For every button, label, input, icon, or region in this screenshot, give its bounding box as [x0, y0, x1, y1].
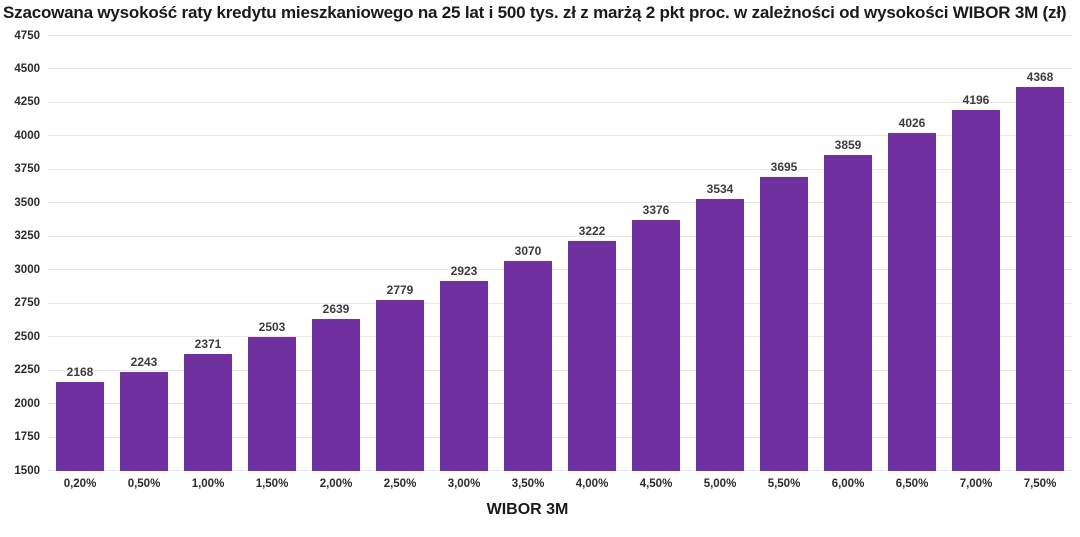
x-tick-label: 2,50%: [383, 478, 417, 490]
bar-value-label: 3222: [578, 223, 606, 238]
y-tick-label: 1750: [14, 430, 40, 443]
gridline: [48, 135, 1072, 137]
y-tick-label: 4500: [14, 62, 40, 75]
x-tick-label: 1,00%: [191, 478, 225, 490]
x-tick-label: 4,50%: [639, 478, 673, 490]
gridline: [48, 35, 1072, 36]
bar-value-label: 3070: [514, 243, 542, 258]
bar: [760, 177, 808, 471]
bar-value-label: 3534: [706, 181, 734, 196]
bar: [376, 299, 424, 471]
bar-slot: 3859: [816, 36, 880, 471]
bar-value-label: 4368: [1026, 70, 1054, 85]
bar-value-label: 2923: [450, 263, 478, 278]
bar-value-label: 2243: [130, 354, 158, 369]
bar: [248, 336, 296, 471]
bar-slot: 4026: [880, 36, 944, 471]
y-tick-label: 4250: [14, 96, 40, 109]
bar: [696, 198, 744, 471]
bar-slot: 3222: [560, 36, 624, 471]
y-tick-label: 2750: [14, 296, 40, 309]
bar-slot: 2243: [112, 36, 176, 471]
bar-slot: 2168: [48, 36, 112, 471]
x-tick-label: 0,50%: [127, 478, 161, 490]
bar: [888, 132, 936, 471]
x-tick-label: 6,50%: [895, 478, 929, 490]
x-axis-labels: 0,20% 0,50% 1,00% 1,50% 2,00% 2,50% 3,00% 3,50%…: [48, 478, 1072, 491]
plot-area: 1500 1750 2000 2250 2500 2750 3000 3250 3500 3750…: [14, 30, 1072, 476]
y-tick-label: 4000: [14, 129, 40, 142]
bar-value-label: 3695: [770, 160, 798, 175]
bar-slot: 3070: [496, 36, 560, 471]
x-tick-label: 3,00%: [447, 478, 481, 490]
x-tick-label: 7,50%: [1023, 478, 1057, 490]
bar-slot: 2371: [176, 36, 240, 471]
chart-title: Szacowana wysokość raty kredytu mieszkan…: [3, 3, 1067, 22]
gridline: [48, 269, 1072, 271]
y-tick-label: 4750: [14, 29, 40, 42]
gridline: [48, 302, 1072, 304]
gridline: [48, 202, 1072, 204]
x-tick-label: 5,50%: [767, 478, 801, 490]
bar: [440, 280, 488, 471]
bar-slot: 2503: [240, 36, 304, 471]
x-tick-label: 3,50%: [511, 478, 545, 490]
gridline: [48, 68, 1072, 70]
x-axis-title: WIBOR 3M: [486, 501, 569, 518]
bar: [120, 371, 168, 471]
bar-slot: 3534: [688, 36, 752, 471]
y-tick-label: 2500: [14, 330, 40, 343]
bar-slot: 3376: [624, 36, 688, 471]
bars-layer: 2168 2243 2371 2503 2639 2779 2923 3070 3222 3376…: [48, 36, 1072, 471]
bar-slot: 2779: [368, 36, 432, 471]
y-tick-label: 3000: [14, 263, 40, 276]
x-tick-label: 1,50%: [255, 478, 289, 490]
x-tick-label: 6,00%: [831, 478, 865, 490]
gridline: [48, 470, 1072, 471]
bar: [568, 240, 616, 471]
gridline: [48, 101, 1072, 103]
bar-value-label: 2639: [322, 301, 350, 316]
gridline: [48, 235, 1072, 237]
bar: [56, 381, 104, 471]
bar-value-label: 4026: [898, 115, 926, 130]
bar-value-label: 4196: [962, 93, 990, 108]
bar: [952, 110, 1000, 471]
bar-slot: 2923: [432, 36, 496, 471]
bar: [504, 260, 552, 471]
bar-slot: 4196: [944, 36, 1008, 471]
y-tick-label: 3750: [14, 163, 40, 176]
bar-slot: 2639: [304, 36, 368, 471]
gridline: [48, 369, 1072, 371]
bar: [824, 155, 872, 471]
bar: [312, 318, 360, 471]
bar-value-label: 2168: [66, 364, 94, 379]
bar-value-label: 3859: [834, 138, 862, 153]
bar-value-label: 2779: [386, 282, 414, 297]
x-tick-label: 0,20%: [63, 478, 97, 490]
bar: [632, 219, 680, 471]
bar-slot: 4368: [1008, 36, 1072, 471]
x-tick-label: 5,00%: [703, 478, 737, 490]
gridline: [48, 336, 1072, 338]
x-tick-label: 4,00%: [575, 478, 609, 490]
bar-value-label: 2371: [194, 337, 222, 352]
y-tick-label: 1500: [14, 464, 40, 477]
bar: [1016, 87, 1064, 471]
bar-value-label: 2503: [258, 319, 286, 334]
y-tick-label: 2000: [14, 397, 40, 410]
x-tick-label: 2,00%: [319, 478, 353, 490]
bar: [184, 354, 232, 471]
gridline: [48, 168, 1072, 170]
y-tick-label: 2250: [14, 363, 40, 376]
y-tick-label: 3250: [14, 230, 40, 243]
bar-slot: 3695: [752, 36, 816, 471]
bar-value-label: 3376: [642, 202, 670, 217]
x-tick-label: 7,00%: [959, 478, 993, 490]
gridline: [48, 403, 1072, 405]
gridline: [48, 436, 1072, 438]
y-tick-label: 3500: [14, 196, 40, 209]
